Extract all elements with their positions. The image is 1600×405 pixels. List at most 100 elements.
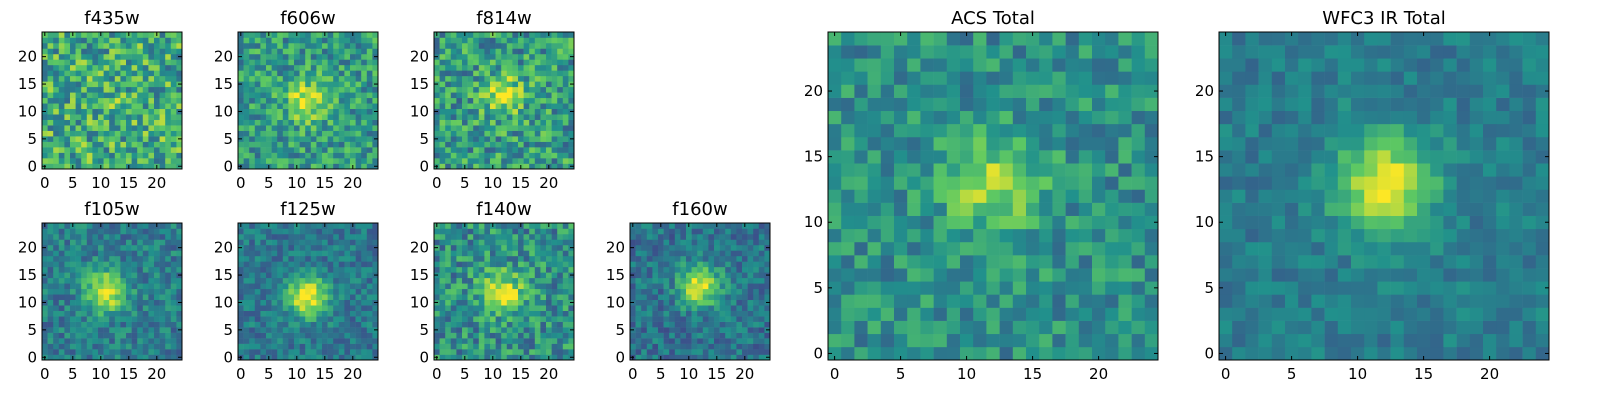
heatmap-cell [115, 355, 121, 361]
heatmap-cell [344, 245, 350, 251]
heatmap-cell [440, 70, 446, 76]
heatmap-cell [305, 289, 311, 295]
heatmap-cell [468, 65, 474, 71]
heatmap-cell [736, 344, 742, 350]
heatmap-cell [316, 250, 322, 256]
heatmap-cell [272, 32, 278, 38]
heatmap-cell [120, 311, 126, 317]
heatmap-cell [316, 92, 322, 98]
heatmap-cell [171, 32, 177, 38]
heatmap-cell [42, 158, 48, 164]
heatmap-cell [636, 355, 642, 361]
heatmap-cell [496, 114, 502, 120]
heatmap-cell [1052, 347, 1066, 360]
heatmap-cell [507, 338, 513, 344]
heatmap-cell [115, 37, 121, 43]
heatmap-cell [148, 136, 154, 142]
heatmap-cell [552, 228, 558, 234]
heatmap-cell [894, 321, 908, 334]
heatmap-cell [260, 239, 266, 245]
heatmap-cell [462, 245, 468, 251]
heatmap-cell [440, 267, 446, 273]
heatmap-cell [658, 228, 664, 234]
heatmap-cell [165, 76, 171, 82]
heatmap-cell [563, 267, 569, 273]
heatmap-cell [434, 294, 440, 300]
heatmap-cell [249, 300, 255, 306]
heatmap-cell [311, 300, 317, 306]
heatmap-cell [339, 158, 345, 164]
heatmap-cell [1013, 189, 1027, 202]
heatmap-cell [171, 109, 177, 115]
heatmap-cell [260, 267, 266, 273]
heatmap-cell [535, 278, 541, 284]
heatmap-cell [507, 223, 513, 229]
heatmap-cell [132, 59, 138, 65]
heatmap-cell [675, 344, 681, 350]
heatmap-cell [512, 109, 518, 115]
heatmap-cell [255, 250, 261, 256]
heatmap-cell [451, 98, 457, 104]
y-tick-label: 10 [410, 293, 429, 311]
heatmap-cell [316, 81, 322, 87]
heatmap-cell [70, 158, 76, 164]
heatmap-cell [518, 344, 524, 350]
x-tick-label: 5 [656, 365, 666, 383]
heatmap-cell [277, 245, 283, 251]
heatmap-cell [456, 147, 462, 153]
heatmap-cell [894, 308, 908, 321]
heatmap-cell [529, 256, 535, 262]
heatmap-cell [53, 327, 59, 333]
heatmap-cell [171, 245, 177, 251]
heatmap-cell [249, 76, 255, 82]
heatmap-cell [529, 92, 535, 98]
heatmap-cell [350, 131, 356, 137]
heatmap-cell [48, 338, 54, 344]
heatmap-cell [456, 344, 462, 350]
heatmap-cell [881, 229, 895, 242]
heatmap-cell [143, 103, 149, 109]
heatmap-cell [652, 333, 658, 339]
heatmap-cell [104, 76, 110, 82]
heatmap-cell [288, 261, 294, 267]
heatmap-cell [647, 349, 653, 355]
heatmap-cell [518, 59, 524, 65]
heatmap-cell [703, 228, 709, 234]
heatmap-cell [42, 125, 48, 131]
heatmap-cell [725, 256, 731, 262]
heatmap-cell [92, 136, 98, 142]
heatmap-cell [524, 59, 530, 65]
heatmap-cell [48, 164, 54, 170]
heatmap-cell [288, 153, 294, 159]
heatmap-cell [132, 278, 138, 284]
heatmap-cell [132, 32, 138, 38]
heatmap-cell [708, 316, 714, 322]
heatmap-cell [288, 98, 294, 104]
heatmap-cell [647, 223, 653, 229]
heatmap-cell [300, 158, 306, 164]
heatmap-cell [249, 48, 255, 54]
heatmap-cell [64, 278, 70, 284]
heatmap-cell [305, 355, 311, 361]
heatmap-cell [272, 103, 278, 109]
heatmap-cell [333, 120, 339, 126]
heatmap-cell [725, 333, 731, 339]
heatmap-cell [535, 311, 541, 317]
heatmap-cell [132, 131, 138, 137]
heatmap-cell [484, 234, 490, 240]
heatmap-cell [277, 32, 283, 38]
heatmap-cell [92, 109, 98, 115]
heatmap-cell [490, 278, 496, 284]
heatmap-cell [143, 283, 149, 289]
heatmap-cell [76, 48, 82, 54]
heatmap-cell [154, 103, 160, 109]
heatmap-cell [176, 43, 182, 49]
heatmap-cell [70, 120, 76, 126]
heatmap-cell [98, 131, 104, 137]
heatmap-cell [53, 294, 59, 300]
heatmap-cell [479, 32, 485, 38]
heatmap-cell [742, 316, 748, 322]
heatmap-cell [636, 338, 642, 344]
heatmap-cell [372, 125, 378, 131]
heatmap-cell [451, 120, 457, 126]
